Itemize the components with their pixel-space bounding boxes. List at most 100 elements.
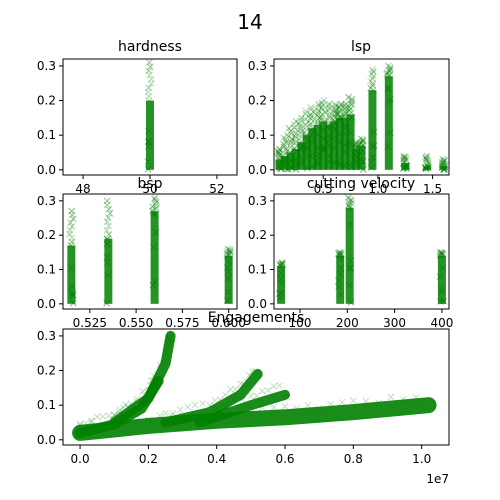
scatter-point: [274, 147, 282, 155]
scatter-point: [105, 231, 113, 238]
scatter-point: [422, 153, 429, 161]
scatter-point: [335, 283, 342, 291]
scatter-point: [69, 215, 77, 223]
scatter-point: [307, 104, 315, 111]
subplot-title: hardness: [118, 39, 182, 55]
scatter-point: [302, 110, 309, 117]
scatter-point: [67, 242, 75, 249]
scatter-point: [387, 129, 394, 136]
scatter-point: [163, 339, 171, 347]
x-tick-label: 0.550: [119, 316, 153, 330]
scatter-point: [69, 299, 77, 307]
scatter-point: [224, 245, 232, 253]
scatter-point: [345, 93, 352, 101]
scatter-point: [296, 119, 303, 127]
scatter-point: [291, 139, 299, 147]
x-tick-label: 0.4: [207, 452, 226, 466]
scatter-point: [440, 157, 448, 165]
cluster-15: [356, 135, 367, 173]
cluster-16: [367, 66, 378, 171]
scatter-point: [356, 139, 364, 146]
scatter-point: [438, 288, 446, 296]
data-marks: [66, 194, 234, 307]
scatter-point: [337, 249, 345, 257]
scatter-point: [276, 260, 284, 268]
scatter-point: [221, 404, 229, 411]
scatter-point: [280, 134, 288, 141]
scatter-point: [315, 100, 322, 108]
x-tick-label: 0.525: [73, 316, 107, 330]
scatter-point: [146, 59, 153, 66]
scatter-point: [150, 372, 158, 380]
scatter-point: [332, 106, 339, 114]
scatter-point: [323, 116, 331, 124]
scatter-point: [347, 299, 355, 306]
scatter-point: [313, 112, 321, 119]
scatter-point: [226, 247, 234, 254]
scatter-point: [336, 251, 343, 259]
scatter-point: [369, 143, 377, 150]
scatter-point: [437, 250, 444, 258]
scatter-point: [275, 145, 283, 153]
scatter-point: [438, 250, 446, 258]
x-tick-label: 50: [142, 182, 157, 196]
scatter-point: [342, 108, 349, 116]
scatter-point: [296, 122, 304, 130]
scatter-point: [206, 402, 214, 409]
scatter-point: [400, 395, 407, 403]
cluster-body: [286, 152, 295, 170]
scatter-point: [146, 71, 153, 79]
scatter-point: [370, 128, 378, 136]
cluster-body: [308, 128, 317, 170]
cluster-2: [149, 194, 160, 304]
scatter-point: [282, 136, 289, 144]
scatter-point: [351, 140, 359, 147]
scatter-point: [275, 149, 283, 156]
scatter-point: [176, 406, 184, 414]
scatter-point: [438, 159, 446, 166]
y-tick-label: 0.2: [37, 364, 56, 378]
data-marks: [274, 62, 449, 173]
scatter-point: [341, 111, 348, 119]
scatter-point: [436, 252, 444, 260]
scatter-point: [221, 391, 229, 399]
scatter-point: [384, 84, 392, 92]
scatter-point: [335, 251, 343, 259]
x-tick-label: 1.0: [412, 452, 431, 466]
x-tick-label: 100: [289, 316, 312, 330]
scatter-point: [68, 207, 75, 215]
scatter-point: [315, 114, 323, 122]
scatter-point: [345, 200, 353, 208]
data-marks: [144, 59, 155, 173]
scatter-point: [270, 383, 278, 390]
scatter-point: [162, 344, 170, 352]
cluster-body: [384, 76, 393, 170]
scatter-point: [329, 135, 337, 143]
scatter-point: [227, 249, 234, 257]
scatter-point: [211, 397, 219, 404]
trend-band: [72, 397, 437, 441]
scatter-point: [306, 138, 314, 145]
cluster-body: [67, 245, 76, 304]
scatter-point: [302, 107, 310, 115]
scatter-point: [302, 115, 309, 123]
scatter-point: [162, 348, 169, 356]
scatter-point: [359, 137, 367, 145]
scatter-point: [103, 299, 110, 307]
axes-frame: [273, 58, 450, 176]
scatter-point: [325, 100, 333, 108]
scatter-point: [297, 125, 305, 132]
scatter-point: [166, 330, 174, 338]
scatter-point: [326, 114, 333, 122]
scatter-point: [226, 246, 233, 254]
scatter-point: [340, 114, 348, 122]
y-tick-label: 0.3: [37, 59, 56, 73]
scatter-point: [275, 150, 282, 158]
scatter-point: [103, 259, 111, 266]
subplot-hardness: 0.0 0.1 0.2 0.3 48 50 52 hardness: [37, 39, 238, 196]
scatter-point: [292, 117, 300, 125]
scatter-point: [277, 262, 285, 270]
x-tick-label: 300: [383, 316, 406, 330]
scatter-point: [348, 97, 355, 105]
scatter-point: [341, 105, 348, 112]
